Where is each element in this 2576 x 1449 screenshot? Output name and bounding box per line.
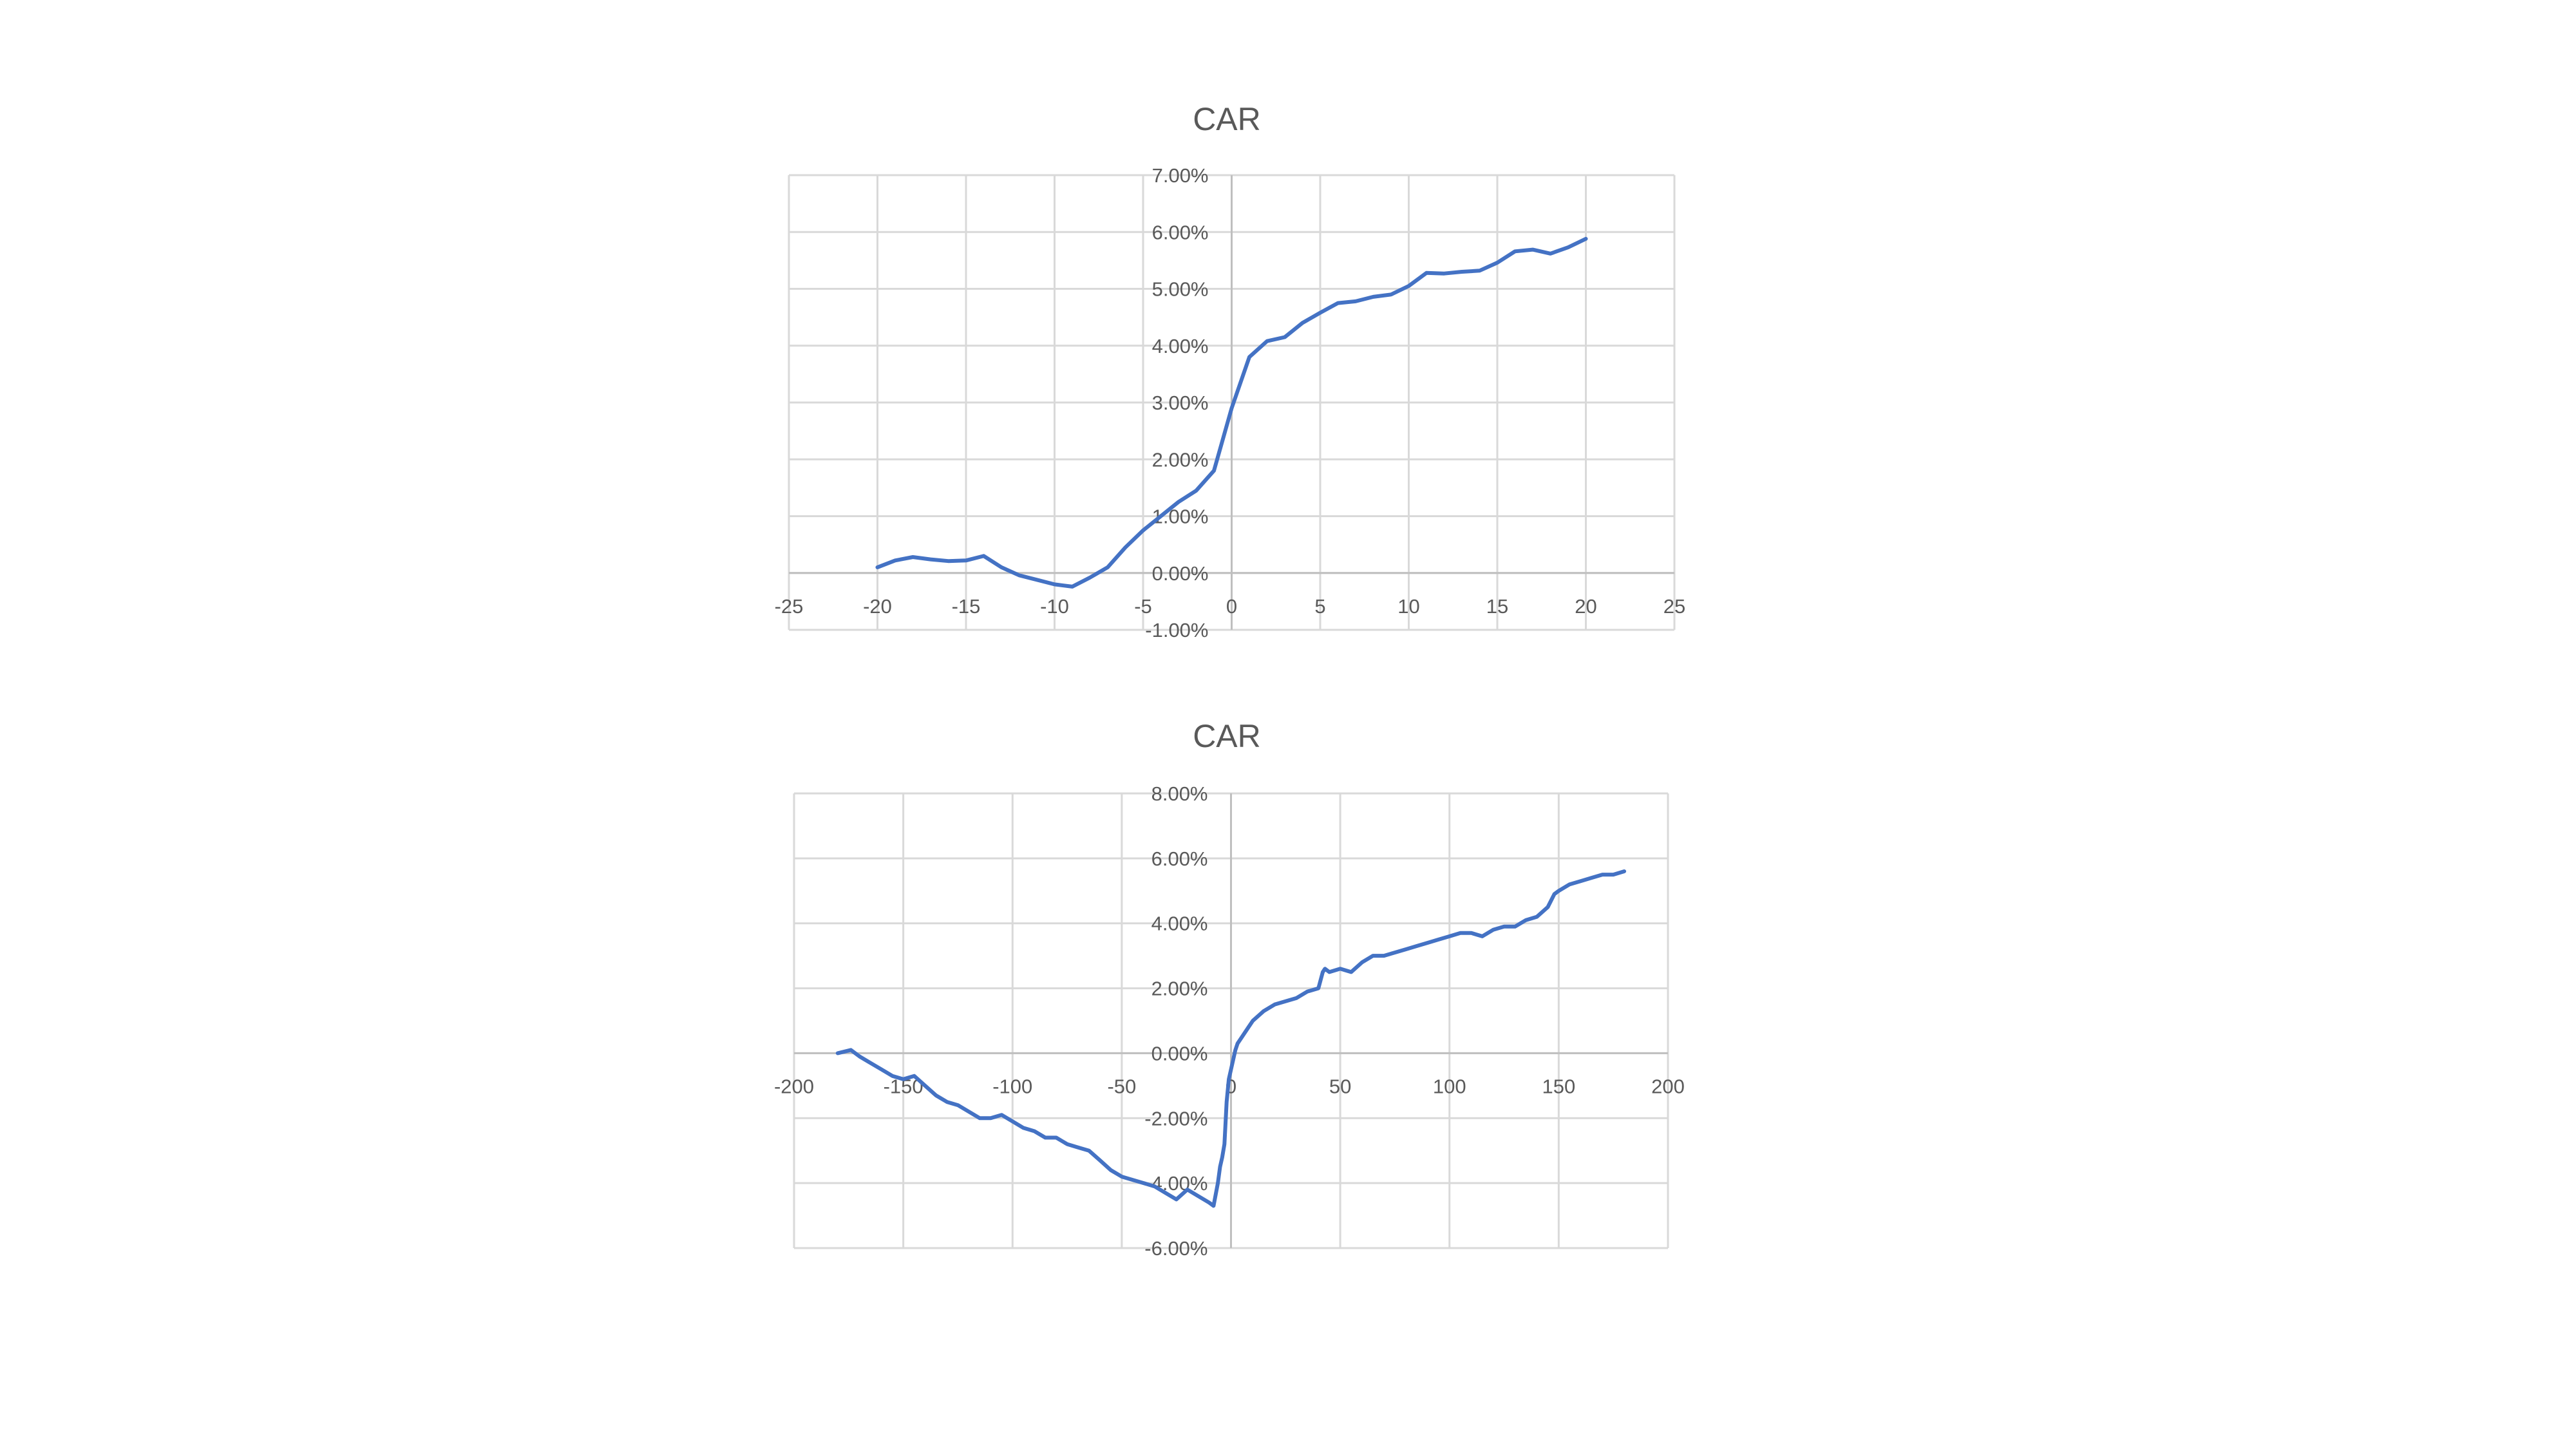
- y-tick-label: -6.00%: [1144, 1237, 1208, 1260]
- axes: [794, 793, 1668, 1248]
- y-tick-label: -4.00%: [1144, 1172, 1208, 1195]
- x-tick-label: 0: [1226, 595, 1237, 618]
- x-tick-label: 200: [1651, 1075, 1685, 1097]
- x-tick-label: 10: [1397, 595, 1419, 618]
- y-tick-label: 4.00%: [1151, 913, 1208, 935]
- series-car: [875, 236, 1588, 589]
- y-tick-label: 5.00%: [1152, 278, 1209, 301]
- x-tick-label: 15: [1486, 595, 1508, 618]
- y-tick-label: -2.00%: [1144, 1107, 1208, 1130]
- chart-title: CAR: [1193, 101, 1261, 137]
- y-tick-label: 2.00%: [1152, 448, 1209, 471]
- x-tick-label: -25: [775, 595, 804, 618]
- y-tick-label: 8.00%: [1151, 782, 1208, 805]
- x-axis-ticks: -25 -20 -15 -10 -5 0 5 10 15 20 25: [775, 595, 1686, 618]
- y-tick-label: 6.00%: [1152, 221, 1209, 243]
- x-tick-label: -15: [952, 595, 981, 618]
- y-tick-label: 7.00%: [1152, 164, 1209, 187]
- y-axis-ticks: -1.00%0.00%1.00%2.00%3.00%4.00%5.00%6.00…: [1145, 164, 1208, 641]
- car-long-window-chart: CAR -6.00% -4.00% -2.00% 0.00% 2.00% 4.00% 6.0…: [774, 718, 1685, 1260]
- x-tick-label: -200: [774, 1075, 814, 1097]
- x-tick-label: 100: [1433, 1075, 1466, 1097]
- series-line: [875, 236, 1588, 589]
- x-tick-label: -50: [1107, 1075, 1136, 1097]
- y-axis-ticks: -6.00% -4.00% -2.00% 0.00% 2.00% 4.00% 6.00% 8.…: [1144, 782, 1208, 1260]
- series-line: [835, 869, 1627, 1208]
- x-tick-label: -100: [992, 1075, 1032, 1097]
- x-tick-label: 25: [1663, 595, 1685, 618]
- x-tick-label: -20: [863, 595, 892, 618]
- y-tick-label: 0.00%: [1152, 562, 1209, 585]
- car-event-window-chart: CAR -1.00%0.00%1.00%2.00%3.00%4.00%5.00%…: [775, 101, 1686, 641]
- x-axis-ticks: -200 -150 -100 -50 0 50 100 150 200: [774, 1075, 1685, 1097]
- x-tick-label: 150: [1542, 1075, 1576, 1097]
- y-tick-label: 3.00%: [1152, 392, 1209, 414]
- x-tick-label: 50: [1329, 1075, 1351, 1097]
- y-tick-label: 6.00%: [1151, 848, 1208, 870]
- x-tick-label: -5: [1134, 595, 1152, 618]
- series-car: [835, 869, 1627, 1208]
- x-tick-label: 20: [1575, 595, 1596, 618]
- y-tick-label: 0.00%: [1151, 1042, 1208, 1065]
- x-tick-label: 5: [1314, 595, 1325, 618]
- y-tick-label: 4.00%: [1152, 335, 1209, 357]
- y-tick-label: -1.00%: [1145, 619, 1208, 641]
- x-tick-label: -10: [1040, 595, 1069, 618]
- chart-title: CAR: [1193, 718, 1261, 754]
- y-tick-label: 2.00%: [1151, 978, 1208, 1000]
